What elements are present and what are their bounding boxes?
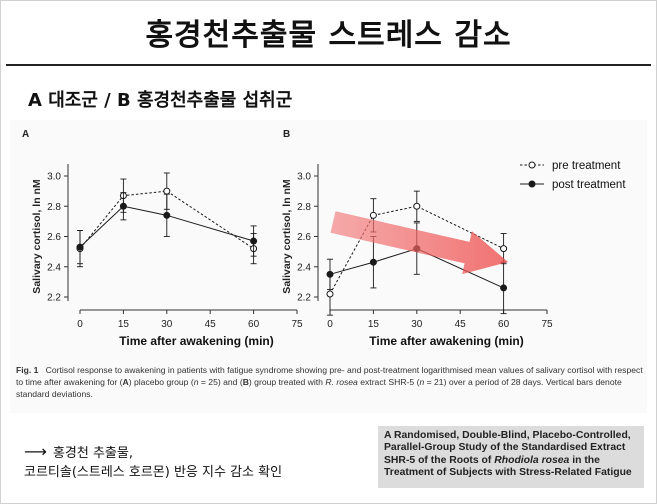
series-line-post: [329, 248, 504, 289]
series-line-pre: [329, 205, 504, 295]
figure-caption: Fig. 1 Cortisol response to awakening in…: [16, 365, 643, 399]
legend-marker-post: [528, 180, 536, 188]
y-tick-label: 2.8: [297, 202, 311, 213]
legend-label-post: post treatment: [552, 179, 626, 191]
study-citation: A Randomised, Double-Blind, Placebo-Cont…: [378, 426, 644, 488]
x-tick-label: 60: [248, 319, 260, 330]
summary-note: ⟶ 홍경천 추출물, 코르티솔(스트레스 호르몬) 반응 지수 감소 확인: [24, 442, 282, 482]
data-point-pre: [326, 290, 334, 298]
x-tick-label: 0: [77, 319, 83, 330]
data-point-pre: [500, 245, 508, 253]
right-arrow-icon: ⟶: [24, 442, 47, 461]
x-tick-label: 60: [498, 319, 510, 330]
page-title: 홍경천추출물 스트레스 감소: [145, 18, 512, 53]
x-tick-label: 0: [327, 319, 333, 330]
x-tick-label: 45: [455, 319, 467, 330]
y-tick-label: 3.0: [47, 172, 61, 183]
data-point-pre: [413, 202, 421, 210]
x-tick-label: 75: [291, 319, 303, 330]
data-point-post: [326, 270, 334, 278]
panel-label: B: [283, 129, 290, 140]
y-tick-label: 2.4: [297, 262, 311, 273]
chart-panel-a: A 2.2 2.4 2.6 2.8 3.0 Salivary cortisol, ln nM…: [22, 129, 303, 348]
y-tick-label: 2.6: [297, 232, 311, 243]
trend-arrow-icon: [330, 211, 508, 275]
y-axis-label: Salivary cortisol, ln nM: [281, 179, 293, 294]
data-point-post: [369, 258, 377, 266]
note-line-2: 코르티솔(스트레스 호르몬) 반응 지수 감소 확인: [24, 465, 283, 480]
x-tick-label: 15: [118, 319, 130, 330]
data-point-post: [250, 237, 258, 245]
legend-marker-pre: [528, 161, 536, 169]
y-axis-label: Salivary cortisol, ln nM: [31, 179, 43, 294]
panel-label: A: [22, 129, 29, 140]
data-point-pre: [163, 187, 171, 195]
y-tick-label: 2.8: [47, 202, 61, 213]
series-line-post: [79, 205, 254, 248]
x-tick-label: 30: [161, 319, 173, 330]
data-point-post: [163, 211, 171, 219]
note-line-1: 홍경천 추출물,: [52, 446, 133, 461]
panel-subtitle: A 대조군 / B 홍경천추출물 섭취군: [28, 90, 293, 111]
x-tick-label: 75: [541, 319, 553, 330]
x-tick-label: 30: [411, 319, 423, 330]
x-axis-label: Time after awakening (min): [369, 334, 523, 348]
data-point-post: [76, 243, 84, 251]
data-point-post: [500, 284, 508, 292]
y-tick-label: 2.2: [297, 293, 311, 304]
x-axis-label: Time after awakening (min): [119, 334, 273, 348]
y-tick-label: 3.0: [297, 172, 311, 183]
x-tick-label: 15: [368, 319, 380, 330]
legend-label-pre: pre treatment: [552, 160, 621, 172]
y-tick-label: 2.6: [47, 232, 61, 243]
chart-panel-b: B 2.2 2.4 2.6 2.8 3.0 Salivary cortisol, ln nM…: [281, 129, 626, 348]
y-tick-label: 2.2: [47, 293, 61, 304]
data-point-pre: [369, 211, 377, 219]
x-tick-label: 45: [205, 319, 217, 330]
data-point-post: [119, 202, 127, 210]
y-tick-label: 2.4: [47, 262, 61, 273]
series-line-pre: [79, 190, 254, 250]
title-divider: [6, 64, 651, 66]
figure-area: [10, 120, 647, 413]
